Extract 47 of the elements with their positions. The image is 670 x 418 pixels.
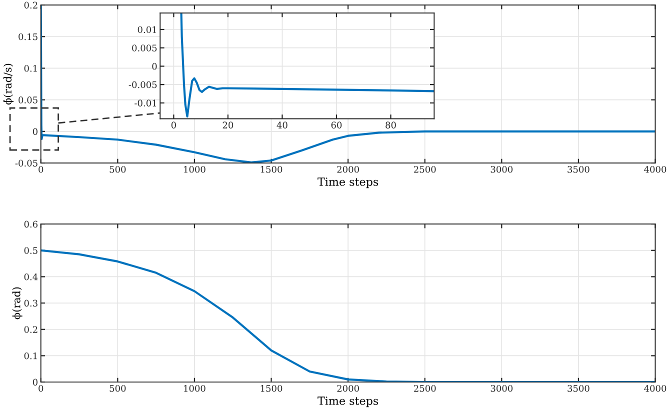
y-tick-label: 0 [32,128,38,135]
line-series [180,12,434,118]
y-tick-label: 0 [152,62,157,70]
y-tick-label: 0.2 [24,2,38,9]
x-tick-label: 4000 [644,384,666,392]
x-tick-label: 500 [110,166,126,173]
y-tick-label: -0.05 [15,160,38,167]
x-tick-label: 2000 [337,384,359,392]
x-tick-label: 60 [331,122,342,128]
x-axis-title: Time steps [318,178,378,188]
y-tick-label: 0.5 [24,247,38,254]
x-tick-label: 3000 [490,166,513,173]
y-tick-label: 0.2 [24,326,38,333]
y-tick-label: 0.3 [24,300,38,307]
x-tick-label: 80 [386,122,396,128]
y-tick-label: 0.1 [24,352,37,360]
x-tick-label: 3500 [568,384,590,392]
y-tick-label: 0.6 [24,220,38,228]
x-tick-label: 1000 [184,384,206,392]
y-tick-label: 0.01 [138,26,156,34]
y-axis-title: ϕ̇(rad/s) [3,64,14,105]
y-tick-label: 0.1 [24,64,37,72]
x-tick-label: 0 [38,384,44,392]
x-tick-label: 1000 [184,166,206,173]
y-tick-label: 0.005 [132,44,157,52]
y-tick-label: 0 [32,378,38,386]
y-tick-label: 0.05 [18,96,38,104]
x-tick-label: 500 [110,384,126,392]
x-tick-label: 2500 [414,166,436,173]
y-axis-title: ϕ(rad) [12,287,22,320]
x-axis-title: Time steps [318,396,378,408]
x-tick-label: 0 [38,166,44,173]
x-tick-label: 20 [222,122,234,128]
x-tick-label: 40 [276,122,288,128]
y-tick-label: 0.4 [24,273,38,280]
x-tick-label: 2000 [337,166,359,173]
x-tick-label: 0 [171,122,176,128]
x-tick-label: 2500 [414,384,436,392]
x-tick-label: 3000 [490,384,513,392]
x-tick-label: 3500 [568,166,590,173]
x-tick-label: 1500 [260,166,282,173]
y-tick-label: -0.005 [128,81,157,88]
y-tick-label: -0.01 [134,100,156,106]
x-tick-label: 4000 [644,166,666,173]
y-tick-label: 0.15 [18,33,38,40]
x-tick-label: 1500 [260,384,282,392]
line-series [40,5,656,164]
